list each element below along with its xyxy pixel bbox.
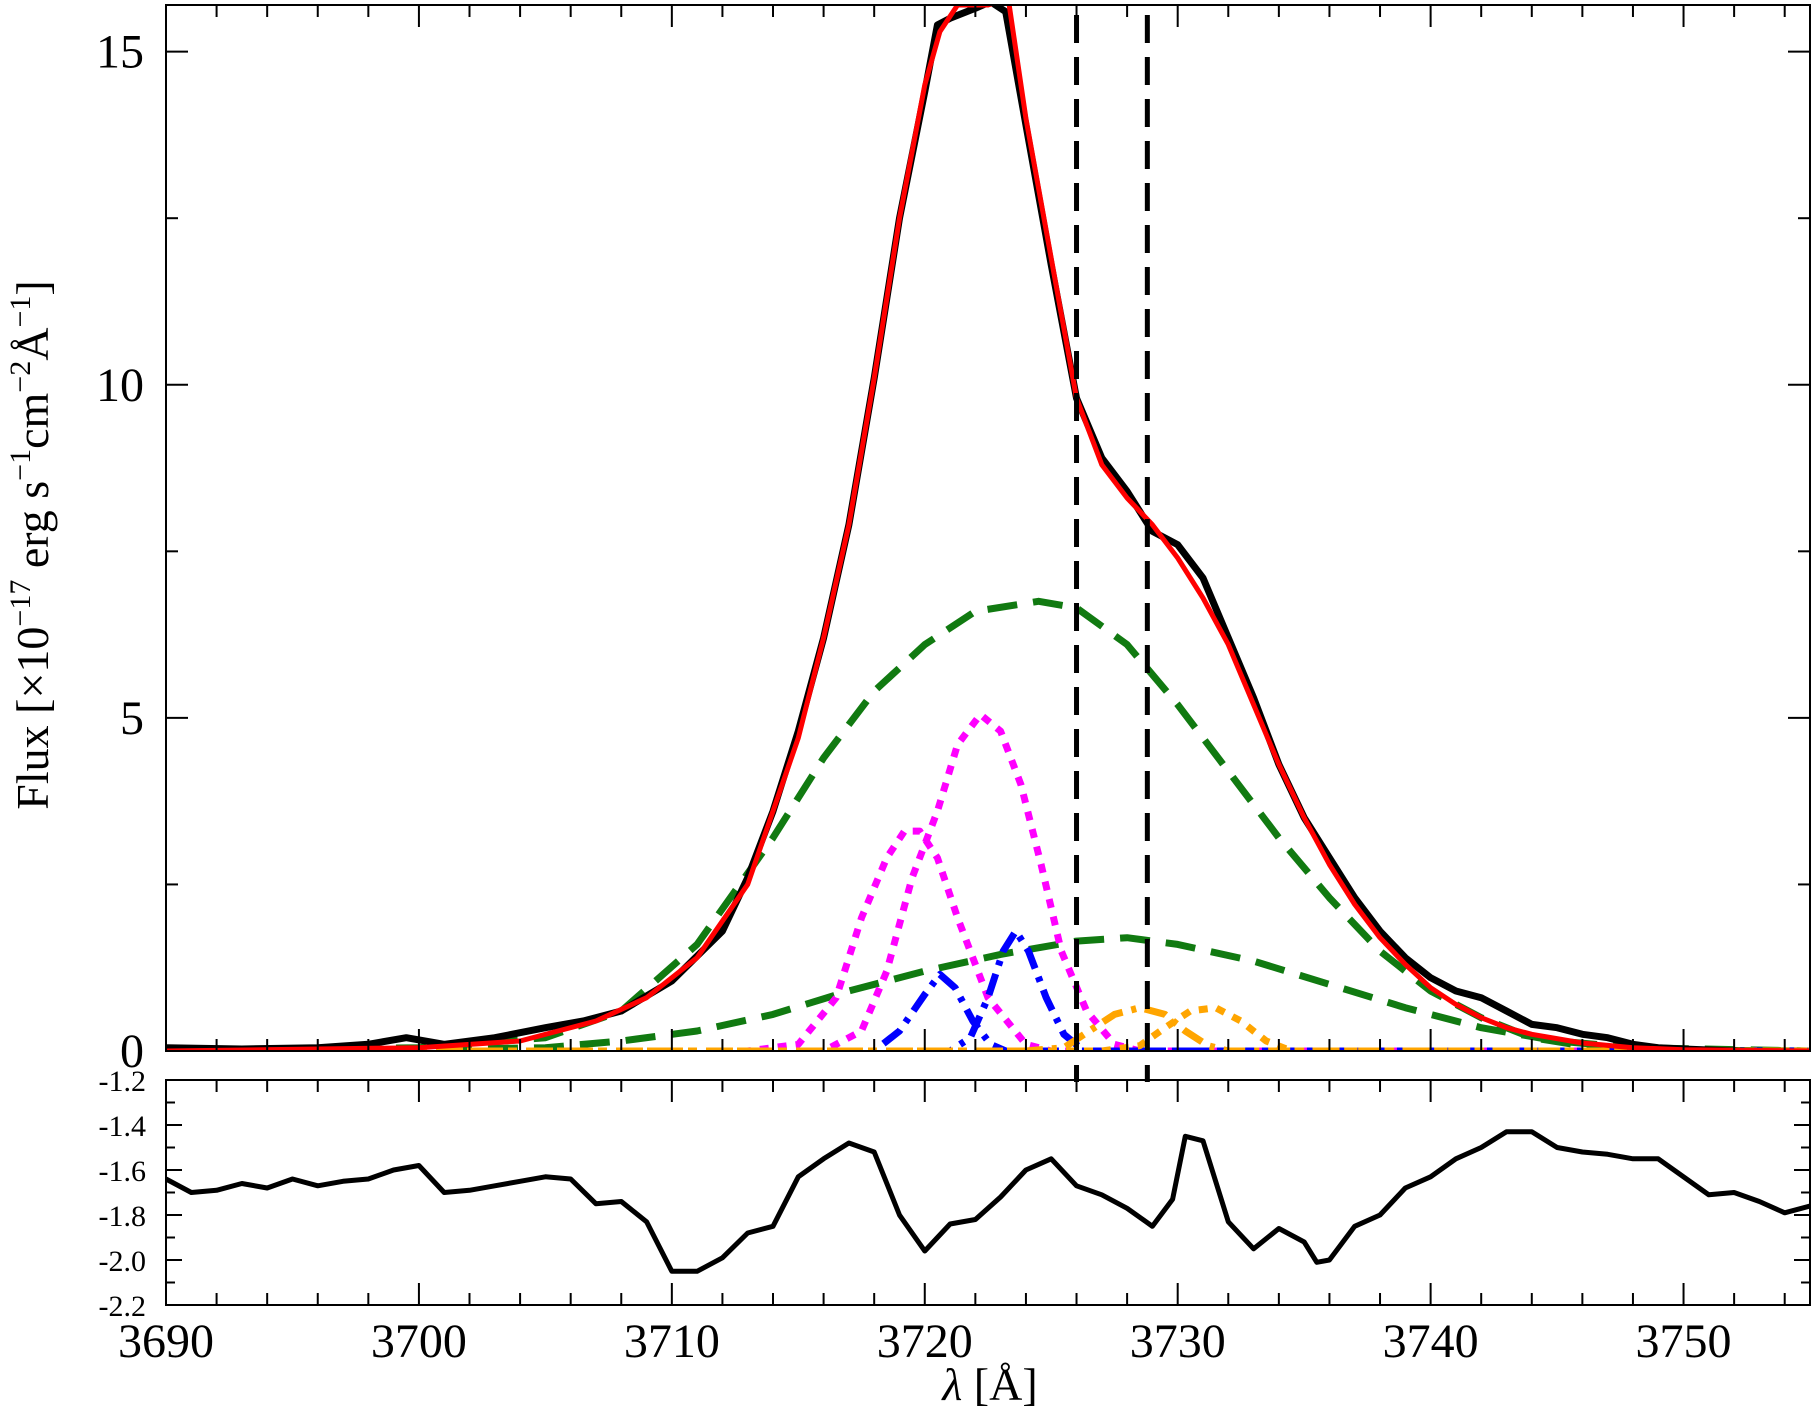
y-axis-cm: cm [7,392,58,448]
main-y-tick-label: 10 [96,359,144,412]
series-component-narrow-magenta-1 [166,827,1810,1051]
residual-plot-frame [165,1079,1811,1306]
y-axis-exp3: −2 [4,361,37,393]
y-axis-exp: −17 [4,580,37,627]
series-total-fit [166,5,1810,1051]
y-axis-times: ×10 [7,627,58,699]
res-y-tick-label: -1.4 [99,1110,147,1143]
series-component-broad-1 [166,597,1810,1051]
series-residual [166,1129,1810,1274]
series-component-narrow-blue-2 [166,927,1810,1051]
main-panel-axes: 0 5 10 15 [96,4,1811,1078]
x-tick-label: 3750 [1636,1315,1732,1368]
main-y-tick-label: 5 [120,692,144,745]
main-y-tick-label: 15 [96,26,144,79]
y-axis-exp2: −1 [4,449,37,481]
res-y-tick-label: -1.6 [99,1155,147,1188]
res-y-tick-label: -2.2 [99,1290,147,1323]
y-axis-close: ] [7,280,58,295]
main-y-tick-label: 0 [120,1025,144,1078]
x-tick-label: 3690 [118,1315,214,1368]
main-panel-marks [166,5,1810,1051]
x-axis-unit: [Å] [974,1359,1038,1410]
x-tick-label: 3710 [624,1315,720,1368]
residual-panel-marks [166,1129,1810,1274]
res-y-tick-label: -2.0 [99,1245,147,1278]
res-y-tick-label: -1.8 [99,1200,147,1233]
y-axis-prefix: Flux [ [7,699,58,810]
x-tick-label: 3730 [1130,1315,1226,1368]
x-axis-symbol: λ [940,1359,962,1410]
series-component-narrow-magenta-2 [166,711,1810,1051]
x-tick-label: 3720 [877,1315,973,1368]
series-observed [166,5,1810,1051]
y-axis-exp4: −1 [4,296,37,328]
x-tick-label: 3740 [1383,1315,1479,1368]
x-axis-title: λ [Å] [940,1359,1037,1410]
y-axis-erg: erg s [7,481,58,580]
x-tick-label: 3700 [371,1315,467,1368]
y-axis-title: Flux [×10−17 erg s−1cm−2Å−1] [4,280,58,809]
res-y-tick-label: -1.2 [99,1065,147,1098]
residual-panel-axes: 3690 3700 3710 3720 3730 3740 3750 -1.2 -1.4 -1.6… [99,1065,1811,1368]
y-axis-ang: Å [7,328,58,361]
main-plot-frame [165,4,1811,1052]
